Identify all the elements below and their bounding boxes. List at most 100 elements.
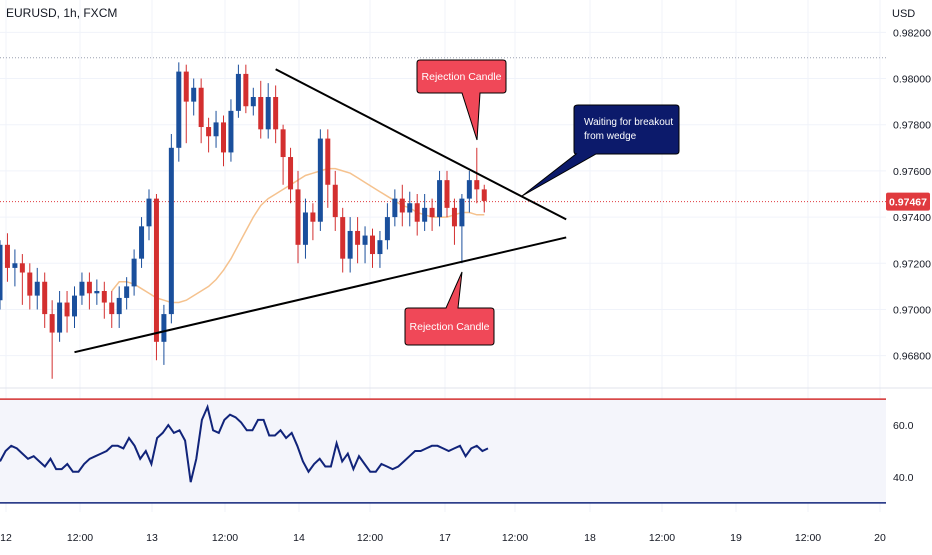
candle-body — [347, 230, 353, 259]
candles — [0, 62, 487, 379]
candle-body — [258, 97, 264, 130]
x-tick-label: 19 — [730, 532, 742, 544]
candle-body — [198, 87, 204, 128]
x-tick-label: 12:00 — [67, 532, 93, 544]
candle-body — [146, 198, 152, 227]
candle-body — [131, 258, 137, 287]
candle-body — [422, 207, 428, 222]
candle-body — [0, 244, 3, 301]
candle-body — [302, 212, 308, 245]
candle-body — [437, 180, 443, 218]
candle-body — [124, 286, 130, 298]
x-tick-label: 18 — [584, 532, 596, 544]
candle-body — [72, 295, 77, 317]
candle-body — [444, 180, 450, 208]
candle-body — [64, 302, 70, 317]
candle-body — [183, 71, 189, 102]
candle-body — [407, 203, 413, 213]
candle-body — [57, 302, 63, 333]
x-tick-label: 12:00 — [502, 532, 528, 544]
callouts: Rejection Candle Rejection Candle Waiting … — [404, 59, 680, 346]
rsi-panel: 60.0 40.0 — [0, 398, 914, 504]
candle-body — [221, 122, 226, 153]
candle-body — [429, 207, 435, 218]
candle-body — [250, 97, 256, 107]
y-tick-label: 0.97600 — [893, 166, 931, 178]
candle-body — [101, 291, 107, 303]
candle-body — [466, 180, 472, 199]
last-price-tag — [886, 192, 930, 211]
wedge-lines — [74, 68, 567, 354]
candle-body — [139, 226, 145, 259]
candle-body — [362, 235, 368, 245]
candle-body — [34, 281, 40, 296]
candle-body — [340, 217, 346, 259]
x-tick-label: 12 — [0, 532, 12, 544]
y-tick-label: 0.97200 — [893, 258, 931, 270]
candle-body — [168, 147, 174, 315]
candle-body — [4, 244, 10, 268]
y-tick-label: 0.96800 — [893, 351, 931, 363]
candle-body — [451, 207, 457, 227]
candle-body — [191, 87, 197, 102]
rsi-tick-label: 60.0 — [893, 420, 914, 432]
candle-body — [474, 180, 480, 190]
lower-trendline — [74, 236, 567, 354]
y-tick-label: 0.97800 — [893, 120, 931, 132]
x-tick-label: 17 — [439, 532, 451, 544]
upper-trendline — [275, 68, 567, 221]
candle-body — [153, 198, 159, 342]
y-tick-label: 0.98000 — [893, 74, 931, 86]
last-price-label: 0.97467 — [889, 197, 927, 209]
candle-body — [370, 235, 375, 255]
x-tick-label: 12:00 — [212, 532, 238, 544]
currency-label: USD — [892, 8, 916, 20]
candle-body — [19, 263, 25, 273]
rejection-bottom-label: Rejection Candle — [410, 321, 490, 333]
candle-body — [317, 138, 323, 222]
candle-body — [206, 127, 212, 137]
candle-body — [355, 230, 361, 245]
y-tick-label: 0.98200 — [893, 27, 931, 39]
candle-body — [12, 263, 18, 268]
candle-body — [235, 73, 241, 111]
candle-body — [228, 110, 234, 153]
waiting-label-line1: Waiting for breakout — [584, 117, 673, 128]
candle-body — [176, 71, 182, 148]
candle-body — [27, 272, 33, 296]
candle-body — [116, 297, 122, 315]
candle-body — [161, 314, 167, 342]
candle-body — [295, 189, 301, 245]
candle-body — [94, 291, 100, 294]
rejection-bottom-callout — [404, 271, 495, 346]
axes: 0.98200 0.98000 0.97800 0.97600 0.97400 0.972… — [0, 27, 931, 544]
candle-body — [79, 281, 85, 296]
candle-body — [332, 184, 338, 218]
y-tick-label: 0.97000 — [893, 304, 931, 316]
candle-body — [310, 212, 316, 222]
rsi-tick-label: 40.0 — [893, 472, 914, 484]
candle-body — [49, 314, 55, 333]
candle-body — [414, 203, 420, 222]
candle-body — [265, 97, 271, 130]
x-tick-label: 12:00 — [649, 532, 675, 544]
candle-body — [459, 198, 465, 227]
candle-body — [288, 157, 294, 190]
candle-body — [280, 129, 286, 158]
candle-body — [481, 189, 487, 201]
x-tick-label: 13 — [146, 532, 158, 544]
rejection-top-callout — [416, 59, 507, 141]
symbol-label: EURUSD, 1h, FXCM — [6, 6, 118, 20]
candle-body — [273, 97, 279, 130]
waiting-label-line2: from wedge — [584, 131, 637, 142]
candle-body — [399, 198, 405, 213]
candle-body — [325, 138, 331, 185]
rsi-line — [0, 403, 489, 483]
candle-body — [109, 302, 115, 315]
candle-body — [42, 281, 48, 315]
candle-body — [213, 122, 219, 137]
y-tick-label: 0.97400 — [893, 212, 931, 224]
x-tick-label: 20 — [874, 532, 886, 544]
